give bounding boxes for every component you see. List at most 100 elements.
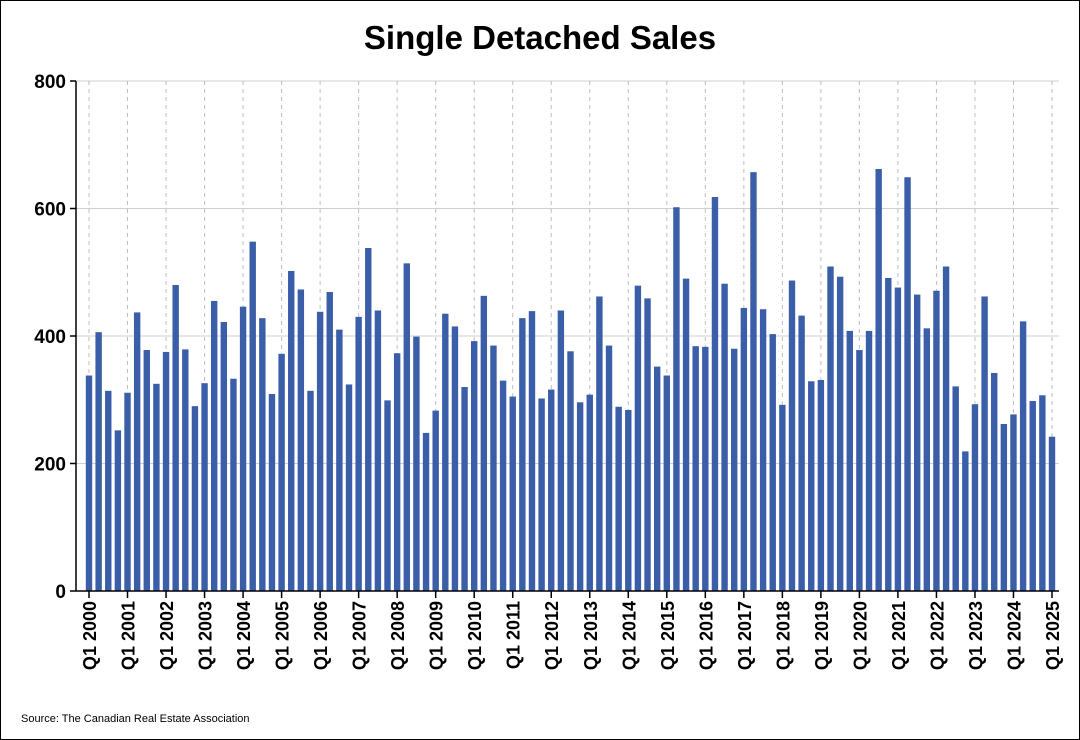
y-tick-label: 200	[34, 455, 66, 476]
bar	[750, 172, 757, 591]
y-tick-label: 600	[34, 200, 66, 221]
bar	[1039, 395, 1046, 591]
bar	[374, 310, 382, 591]
bar	[413, 336, 420, 591]
bar	[933, 290, 940, 591]
x-tick-label: Q1 2011	[504, 601, 524, 669]
bar	[259, 318, 266, 591]
bar	[336, 329, 343, 591]
bar	[442, 313, 449, 591]
x-tick-label: Q1 2024	[1004, 601, 1024, 670]
bar	[808, 381, 815, 591]
bar	[461, 387, 468, 591]
bar	[952, 386, 959, 591]
bar	[172, 285, 179, 591]
x-tick-label: Q1 2019	[812, 601, 832, 670]
bar	[143, 350, 150, 591]
bar	[355, 316, 362, 591]
bar	[393, 353, 401, 591]
bar	[268, 394, 276, 591]
bar	[567, 351, 574, 591]
bar	[557, 310, 565, 591]
bar	[663, 375, 670, 591]
bar	[731, 348, 738, 591]
bar	[856, 350, 863, 591]
bar	[307, 390, 314, 591]
bar	[721, 283, 728, 591]
bar	[1048, 436, 1056, 591]
bar	[499, 380, 507, 591]
x-tick-label: Q1 2006	[311, 601, 331, 670]
x-tick-label: Q1 2017	[735, 601, 755, 670]
x-tick-label: Q1 2013	[581, 601, 601, 670]
bar	[894, 287, 902, 591]
bar	[105, 390, 112, 591]
y-tick-label: 0	[55, 582, 66, 603]
x-tick-label: Q1 2023	[966, 601, 986, 670]
x-tick-label: Q1 2025	[1043, 601, 1063, 670]
bar	[673, 207, 680, 591]
x-tick-label: Q1 2021	[889, 601, 909, 670]
x-tick-label: Q1 2003	[196, 601, 216, 670]
bar	[971, 404, 979, 591]
bar	[1029, 401, 1036, 591]
bar	[133, 312, 141, 591]
bar	[625, 409, 632, 591]
bar	[548, 389, 555, 591]
bar	[885, 277, 892, 591]
bar	[634, 285, 642, 591]
bar	[846, 330, 853, 591]
bar	[942, 266, 950, 591]
bar	[576, 402, 584, 591]
bar	[586, 394, 593, 591]
bar	[1010, 414, 1017, 591]
bar	[817, 379, 825, 591]
bar	[923, 328, 931, 591]
bar	[114, 430, 122, 591]
bars	[85, 168, 1056, 591]
bar	[653, 366, 661, 591]
bar	[316, 311, 324, 591]
bar	[288, 270, 295, 591]
bar	[836, 276, 844, 591]
axes	[70, 80, 1059, 598]
bar	[1019, 321, 1027, 591]
x-tick-label: Q1 2000	[80, 601, 100, 670]
bar	[191, 406, 199, 591]
bar	[711, 197, 719, 591]
bar	[422, 432, 430, 591]
chart-title: Single Detached Sales	[363, 19, 717, 56]
bar	[605, 345, 613, 591]
x-tick-label: Q1 2010	[465, 601, 485, 670]
bar	[904, 177, 911, 591]
bar	[153, 383, 160, 591]
bar	[365, 248, 372, 591]
bar	[702, 346, 709, 591]
bar	[345, 384, 353, 591]
x-tick-label: Q1 2007	[350, 601, 370, 670]
bar	[913, 294, 921, 591]
bar	[239, 306, 247, 591]
source-note: Source: The Canadian Real Estate Associa…	[21, 713, 250, 725]
x-tick-label: Q1 2018	[773, 601, 793, 670]
bar	[865, 330, 873, 591]
bar	[220, 321, 228, 591]
bar	[538, 398, 545, 591]
bar	[403, 263, 410, 591]
bar	[788, 280, 796, 591]
bar	[124, 392, 131, 591]
x-tick-label: Q1 2002	[157, 601, 177, 670]
bar	[278, 353, 285, 591]
bar	[162, 351, 170, 591]
bar	[759, 309, 767, 591]
bar	[509, 396, 516, 591]
bar	[682, 278, 690, 591]
y-tick-label: 400	[34, 327, 66, 348]
bar	[182, 349, 189, 591]
bar	[95, 332, 102, 591]
bar	[384, 400, 391, 591]
bar	[615, 406, 622, 591]
bar	[451, 326, 459, 591]
x-tick-label: Q1 2015	[658, 601, 678, 670]
